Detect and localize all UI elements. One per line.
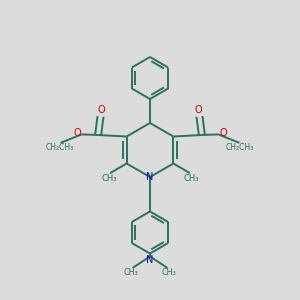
Text: O: O — [195, 105, 203, 116]
Text: N: N — [146, 172, 154, 182]
Text: O: O — [98, 105, 105, 116]
Text: CH₃: CH₃ — [161, 268, 176, 277]
Text: O: O — [219, 128, 227, 138]
Text: O: O — [73, 128, 81, 138]
Text: CH₃: CH₃ — [183, 174, 199, 183]
Text: CH₂CH₃: CH₂CH₃ — [226, 143, 254, 152]
Text: CH₃: CH₃ — [124, 268, 139, 277]
Text: CH₂CH₃: CH₂CH₃ — [46, 143, 74, 152]
Text: N: N — [146, 255, 154, 266]
Text: CH₃: CH₃ — [101, 174, 117, 183]
